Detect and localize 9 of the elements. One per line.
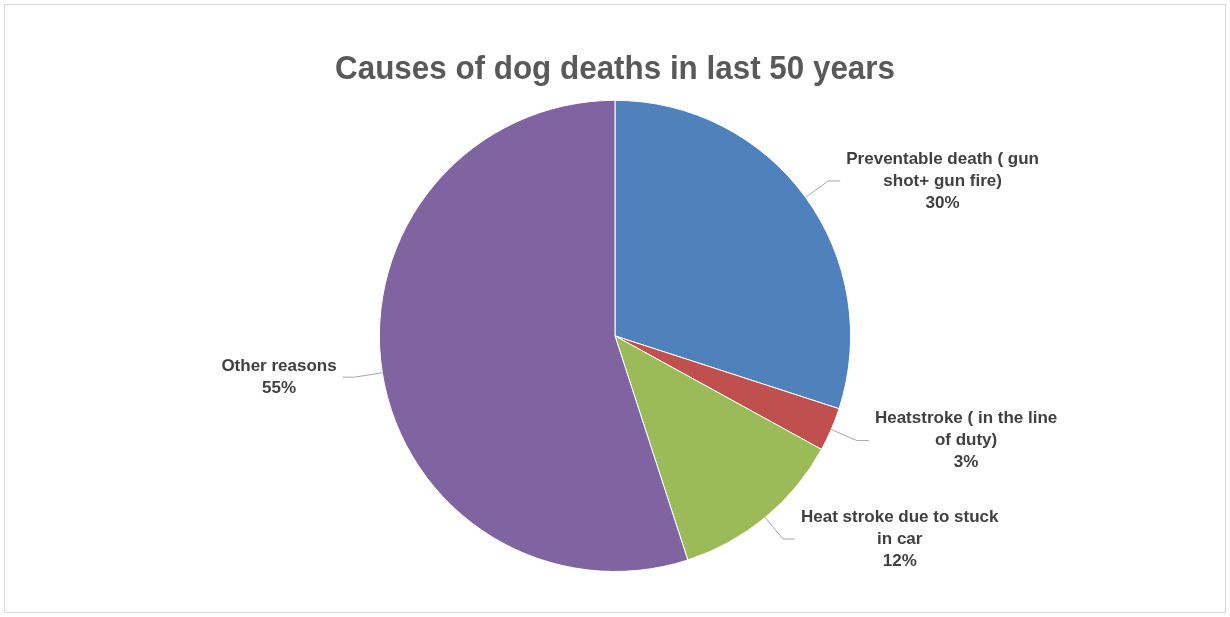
data-label: 3% (953, 452, 979, 472)
slice-label: Heat stroke due to stuck in car (801, 506, 1000, 548)
data-label: 55% (262, 377, 297, 397)
data-label: 12% (882, 550, 917, 570)
data-label: 30% (925, 192, 960, 212)
slice-label: Other reasons (221, 355, 337, 375)
slice-label: Preventable death ( gun shot+ gun fire) (846, 148, 1039, 190)
chart-title: Causes of dog deaths in last 50 years (335, 47, 895, 87)
slice-label: Heatstroke ( in the line of duty) (874, 408, 1058, 450)
